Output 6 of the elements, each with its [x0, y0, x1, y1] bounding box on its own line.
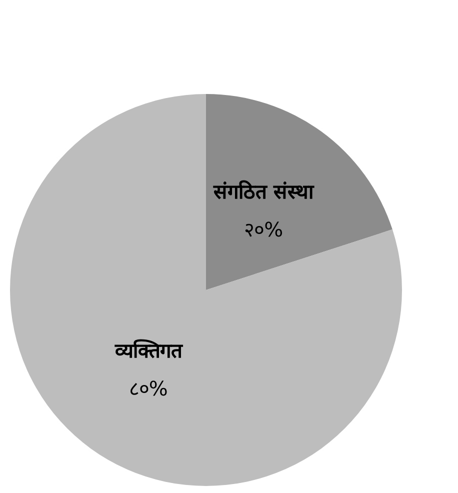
data-label: २०%: [244, 218, 284, 242]
pie-slice: [206, 94, 392, 290]
pie-slice: [10, 94, 402, 486]
slice-label: संगठित संस्था: [212, 180, 315, 204]
data-label: ८०%: [128, 376, 168, 400]
slice-label: व्यक्तिगत: [114, 338, 184, 362]
